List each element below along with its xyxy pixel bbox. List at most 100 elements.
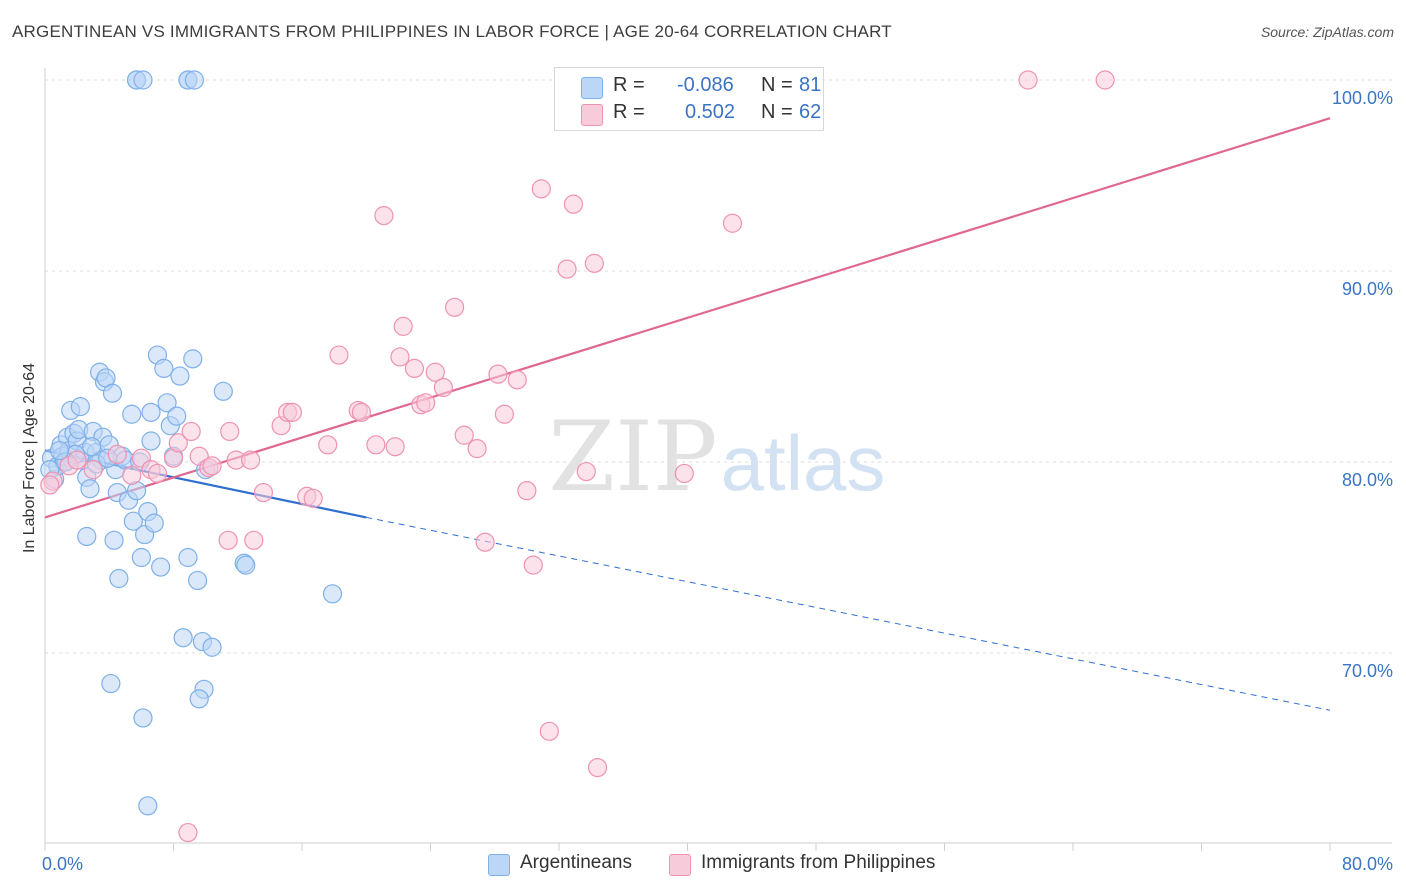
point-philippines <box>282 402 302 422</box>
correlation-legend: R = -0.086 N = 81 R = 0.502 N = 62 <box>554 67 824 131</box>
point-philippines <box>467 439 487 459</box>
point-philippines <box>329 345 349 365</box>
point-argentineans <box>141 431 161 451</box>
point-argentineans <box>144 513 164 533</box>
point-argentineans <box>49 440 70 461</box>
point-philippines <box>531 179 551 199</box>
point-philippines <box>202 456 222 476</box>
point-philippines <box>393 316 413 336</box>
y-tick-label: 90.0% <box>1342 279 1393 299</box>
point-argentineans <box>141 402 161 422</box>
point-philippines <box>674 463 694 484</box>
point-argentineans <box>173 628 193 648</box>
point-argentineans <box>189 689 209 709</box>
point-philippines <box>122 465 142 485</box>
point-argentineans <box>70 397 90 417</box>
point-philippines <box>425 362 445 382</box>
point-philippines <box>147 463 168 484</box>
point-philippines <box>404 358 425 379</box>
point-philippines <box>366 435 386 455</box>
point-philippines <box>416 393 436 413</box>
x-tick-labels: 0.0% 80.0% <box>42 854 1393 874</box>
point-philippines <box>444 297 465 317</box>
point-philippines <box>523 555 543 575</box>
point-philippines <box>475 532 495 552</box>
bottom-legend-label: Argentineans <box>520 852 632 873</box>
legend-r-value: 0.502 <box>685 101 736 123</box>
point-philippines <box>253 482 274 503</box>
point-philippines <box>390 347 410 367</box>
point-philippines <box>576 461 596 482</box>
point-philippines <box>83 460 103 480</box>
y-tick-label: 70.0% <box>1342 661 1393 681</box>
x-tick-label-min: 0.0% <box>42 854 83 874</box>
point-philippines <box>587 757 608 778</box>
point-philippines <box>584 253 604 273</box>
point-argentineans <box>109 568 129 589</box>
legend-r-value: -0.086 <box>677 74 734 96</box>
legend-n-value: 81 <box>799 74 822 96</box>
point-argentineans <box>157 393 177 413</box>
legend-r-label: R = <box>613 74 645 96</box>
point-philippines <box>517 481 537 501</box>
point-philippines <box>244 530 264 550</box>
point-argentineans <box>81 437 102 457</box>
point-argentineans <box>80 479 100 499</box>
point-argentineans <box>122 404 142 424</box>
point-argentineans <box>167 406 187 426</box>
point-philippines <box>220 421 240 442</box>
bottom-legend-swatch-pink <box>669 854 691 876</box>
point-philippines <box>488 364 508 384</box>
point-argentineans <box>187 570 208 591</box>
point-argentineans <box>133 70 153 90</box>
point-philippines <box>374 206 394 226</box>
point-philippines <box>557 259 577 279</box>
legend-n-label: N = <box>761 101 793 123</box>
legend-r-label: R = <box>613 101 645 123</box>
point-philippines <box>40 475 60 495</box>
point-argentineans <box>131 547 151 568</box>
point-argentineans <box>123 511 143 531</box>
point-argentineans <box>77 526 97 547</box>
watermark-zip: ZIP <box>548 401 717 513</box>
watermark: ZIP atlas <box>548 401 885 513</box>
point-philippines <box>351 402 372 422</box>
point-philippines <box>178 822 198 843</box>
gridlines <box>45 79 1392 654</box>
y-tick-labels: 70.0% 80.0% 90.0% 100.0% <box>1332 88 1393 681</box>
point-philippines <box>1018 70 1038 90</box>
point-argentineans <box>236 555 256 575</box>
point-argentineans <box>184 70 204 90</box>
y-tick-label: 80.0% <box>1342 470 1393 490</box>
point-philippines <box>218 530 238 550</box>
point-argentineans <box>151 557 171 577</box>
chart-title: ARGENTINEAN VS IMMIGRANTS FROM PHILIPPIN… <box>12 22 892 41</box>
point-philippines <box>722 213 743 233</box>
point-argentineans <box>102 383 123 403</box>
point-philippines <box>67 450 87 470</box>
point-philippines <box>303 488 323 508</box>
point-philippines <box>539 721 559 741</box>
trend-line <box>44 117 1331 519</box>
point-argentineans <box>138 796 158 816</box>
point-argentineans <box>322 584 343 604</box>
point-philippines <box>241 450 261 470</box>
watermark-atlas: atlas <box>721 419 886 507</box>
y-axis-label: In Labor Force | Age 20-64 <box>21 363 38 553</box>
point-philippines <box>433 377 453 398</box>
point-argentineans <box>183 349 203 369</box>
point-philippines <box>181 421 201 442</box>
point-argentineans <box>213 381 233 401</box>
data-points <box>40 70 1115 843</box>
bottom-legend-label: Immigrants from Philippines <box>701 852 936 873</box>
point-philippines <box>563 194 584 214</box>
point-argentineans <box>101 673 121 694</box>
point-philippines <box>107 444 127 464</box>
point-argentineans <box>104 530 124 550</box>
bottom-legend-swatch-blue <box>488 854 510 876</box>
legend-swatch-blue <box>581 77 603 99</box>
point-argentineans <box>178 547 198 568</box>
legend-swatch-pink <box>581 104 603 126</box>
point-argentineans <box>170 366 190 386</box>
